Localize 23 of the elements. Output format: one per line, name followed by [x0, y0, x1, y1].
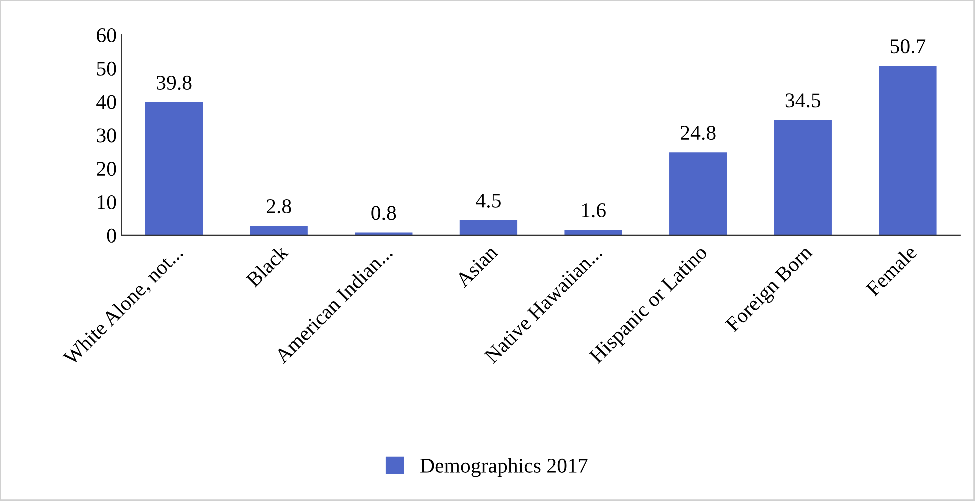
legend-label: Demographics 2017 — [420, 458, 588, 478]
data-label: 50.7 — [890, 40, 926, 54]
y-tick-label: 0 — [107, 228, 116, 243]
bar — [460, 220, 518, 236]
y-tick-label: 40 — [96, 95, 116, 110]
y-tick-label: 60 — [97, 28, 116, 43]
y-tick-label: 10 — [98, 195, 116, 210]
data-label: 2.8 — [266, 199, 292, 214]
bar — [774, 120, 832, 236]
data-label: 39.8 — [157, 76, 192, 90]
bar — [250, 226, 308, 236]
bar — [564, 230, 622, 236]
data-label: 24.8 — [681, 126, 716, 140]
y-tick-label: 30 — [97, 128, 116, 143]
bar — [879, 66, 937, 236]
bar — [145, 102, 204, 236]
y-tick-label: 20 — [97, 162, 116, 176]
bar — [670, 152, 728, 236]
y-tick-label: 50 — [97, 62, 116, 76]
data-label: 4.5 — [476, 194, 501, 208]
data-label: 0.8 — [372, 206, 396, 220]
data-label: 34.5 — [786, 94, 821, 108]
data-label: 1.6 — [582, 204, 606, 218]
